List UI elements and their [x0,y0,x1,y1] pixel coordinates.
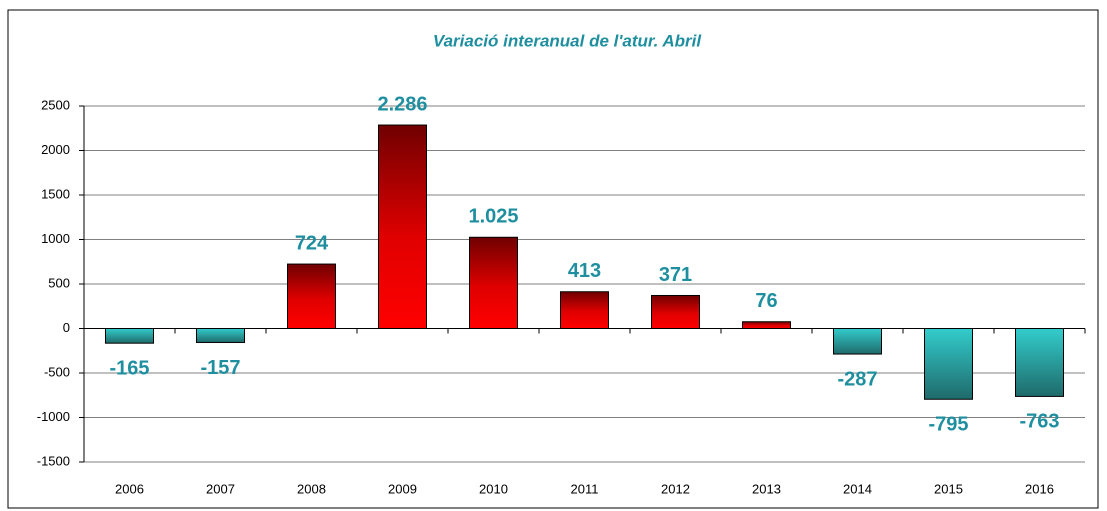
value-label: -287 [837,368,877,390]
chart-title: Variació interanual de l'atur. Abril [433,31,703,50]
bar [651,294,700,329]
value-label: 2.286 [377,93,427,115]
y-tick-label: -500 [44,364,70,379]
x-tick-label: 2014 [843,481,872,496]
y-tick-label: 0 [63,320,70,335]
chart-border [7,9,1099,509]
bar [924,328,973,400]
value-label: 724 [295,232,329,254]
bar [196,328,245,343]
y-tick-label: 2500 [41,97,70,112]
value-label: 371 [659,264,692,286]
x-tick-label: 2012 [661,481,690,496]
bar [105,328,154,344]
y-tick-label: 2000 [41,142,70,157]
x-tick-label: 2006 [115,481,144,496]
value-label: 76 [755,290,777,312]
x-tick-label: 2009 [388,481,417,496]
value-label: 1.025 [468,206,518,228]
x-tick-label: 2016 [1025,481,1054,496]
value-label: -763 [1019,411,1059,433]
bar [742,321,791,329]
y-tick-label: 500 [48,275,70,290]
y-tick-label: 1500 [41,186,70,201]
bar [560,291,609,330]
y-tick-label: -1000 [37,409,70,424]
bar [1015,328,1064,397]
value-label: -165 [109,357,149,379]
bar [378,124,427,329]
value-label: 413 [568,260,601,282]
value-label: -157 [200,357,240,379]
bar [469,236,518,329]
value-label: -795 [928,414,968,436]
y-tick-label: -1500 [37,453,70,468]
x-tick-label: 2010 [479,481,508,496]
x-tick-label: 2007 [206,481,235,496]
bar [833,328,882,355]
y-tick-label: 1000 [41,231,70,246]
bar [287,263,336,329]
x-tick-label: 2015 [934,481,963,496]
x-tick-label: 2011 [571,481,599,496]
x-tick-label: 2013 [752,481,781,496]
x-tick-label: 2008 [297,481,326,496]
